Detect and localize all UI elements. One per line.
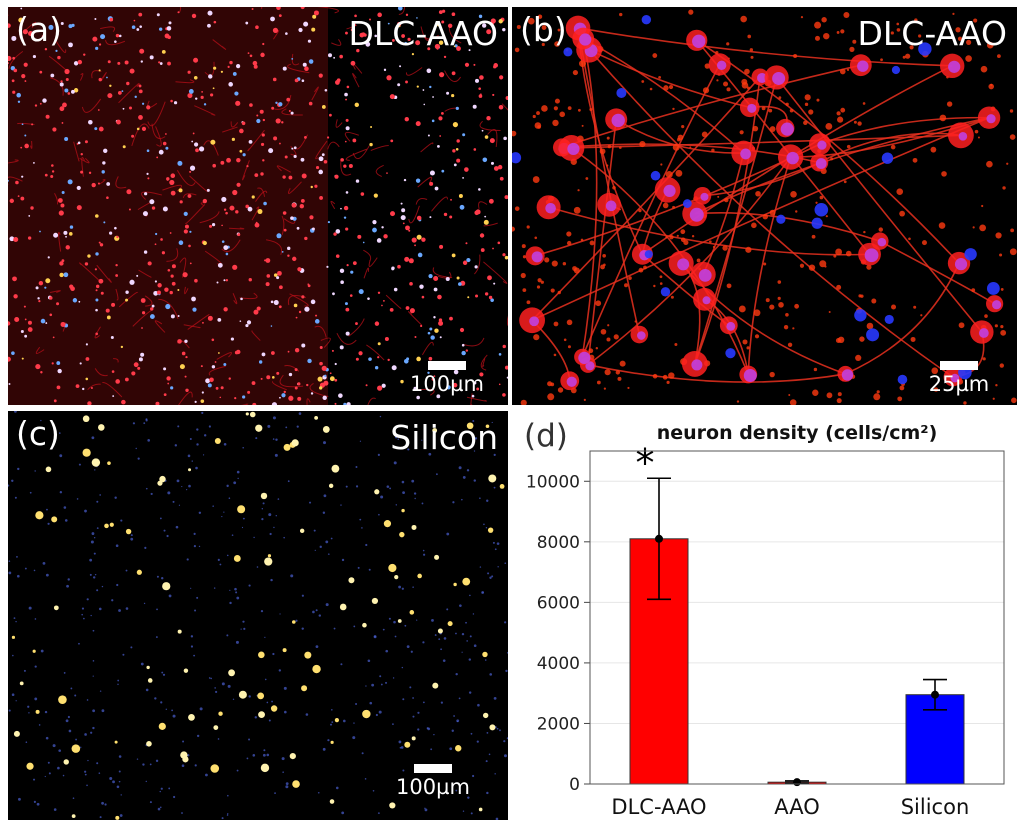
- panel-a-scalebar: 100µm: [402, 361, 492, 395]
- panel-b-scalebar: 25µm: [919, 361, 999, 395]
- scalebar-line: [414, 764, 452, 773]
- panel-c-scalebar: 100µm: [388, 764, 478, 798]
- panel-a-label: (a): [16, 10, 62, 49]
- panel-b-micrograph: (b) DLC-AAO 25µm: [512, 7, 1017, 405]
- panel-a-title: DLC-AAO: [348, 14, 498, 53]
- bar-chart: neuron density (cells/cm²) 0 2000 4000 6000 8…: [526, 422, 1005, 819]
- mean-point: [931, 690, 939, 699]
- panel-d-label: (d): [524, 418, 568, 454]
- scalebar-line: [428, 361, 466, 370]
- texture-c: [8, 411, 508, 820]
- panel-a-scale-label: 100µm: [410, 372, 484, 396]
- plot-frame: [589, 450, 1005, 785]
- panel-c-title: Silicon: [390, 418, 498, 457]
- x-tick-label: Silicon: [901, 795, 970, 819]
- panel-c-scale-label: 100µm: [396, 775, 470, 799]
- micrograph-a-image: [8, 7, 508, 405]
- micrograph-c-image: [8, 411, 508, 820]
- scalebar-line: [940, 361, 978, 370]
- y-tick-label: 8000: [537, 533, 580, 553]
- panel-a-micrograph: (a) DLC-AAO 100µm: [8, 7, 508, 405]
- panel-c-micrograph: (c) Silicon 100µm: [8, 411, 508, 820]
- texture-a: [8, 7, 508, 405]
- texture-b: [512, 9, 1017, 405]
- chart-title: neuron density (cells/cm²): [657, 422, 938, 444]
- y-tick-label: 10000: [526, 472, 580, 492]
- panel-b-title: DLC-AAO: [857, 14, 1007, 53]
- y-tick-label: 4000: [537, 654, 580, 674]
- panel-b-label: (b): [520, 10, 567, 49]
- mean-point: [655, 534, 663, 543]
- micrograph-b-image: [512, 9, 1017, 405]
- x-tick-label: DLC-AAO: [611, 795, 706, 819]
- y-tick-label: 2000: [537, 714, 580, 734]
- y-tick-label: 6000: [537, 593, 580, 613]
- y-tick-label: 0: [569, 775, 580, 795]
- panel-d-chart: neuron density (cells/cm²) 0 2000 4000 6000 8…: [512, 411, 1017, 820]
- panel-c-label: (c): [16, 414, 60, 453]
- panel-b-scale-label: 25µm: [928, 372, 990, 396]
- mean-point: [793, 778, 801, 787]
- significance-marker: *: [636, 441, 655, 485]
- x-tick-label: AAO: [774, 795, 819, 819]
